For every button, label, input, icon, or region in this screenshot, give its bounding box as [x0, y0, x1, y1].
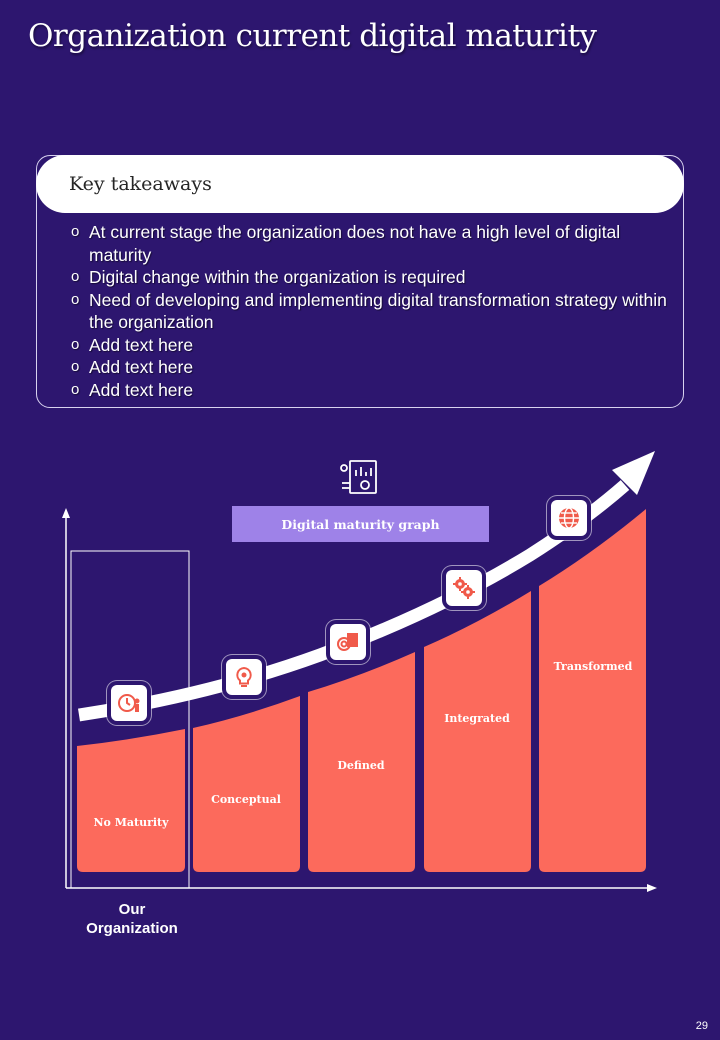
bullet-marker: o [71, 290, 80, 308]
list-item: o Need of developing and implementing dig… [71, 289, 667, 333]
bar-transformed [539, 509, 646, 872]
target-document-icon [330, 624, 366, 660]
lightbulb-gear-icon [226, 659, 262, 695]
globe-icon [551, 500, 587, 536]
bullet-marker: o [71, 358, 80, 375]
stage-label-integrated: Integrated [444, 712, 510, 725]
bar-no-maturity [77, 729, 185, 872]
list-item: o At current stage the organization does … [71, 222, 621, 265]
bullet-marker: o [71, 223, 80, 240]
our-organization-highlight [70, 550, 190, 889]
key-takeaways-panel: Key takeaways o At current stage the orga… [36, 155, 684, 408]
bar-integrated [424, 591, 531, 872]
clock-person-icon [111, 685, 147, 721]
stage-label-no-maturity: No Maturity [93, 816, 169, 829]
bullet-marker: o [71, 335, 80, 353]
bar-conceptual [193, 696, 300, 872]
list-item: o Add text here [71, 379, 194, 400]
x-axis-arrowhead [647, 884, 657, 892]
report-chart-icon [340, 460, 377, 494]
stage-label-defined: Defined [337, 759, 385, 772]
bullet-marker: o [71, 268, 80, 285]
stage-label-transformed: Transformed [554, 660, 633, 673]
list-item: o Add text here [71, 357, 194, 377]
bullet-marker: o [71, 380, 80, 398]
stage-label-conceptual: Conceptual [211, 793, 281, 806]
page-number: 29 [695, 1020, 708, 1032]
gears-icon [446, 570, 482, 606]
bar-defined [308, 652, 415, 872]
our-organization-caption: Our Organization [86, 901, 178, 937]
graph-label: Digital maturity graph [232, 506, 489, 542]
key-takeaways-title: Key takeaways [69, 173, 212, 195]
growth-arrow-head [612, 451, 655, 495]
takeaways-list: o At current stage the organization does … [71, 221, 671, 401]
key-takeaways-header: Key takeaways [36, 155, 684, 213]
y-axis-arrowhead [62, 508, 70, 518]
list-item: o Digital change within the organization … [71, 267, 466, 287]
page-title: Organization current digital maturity [28, 18, 597, 54]
list-item: o Add text here [71, 334, 194, 355]
